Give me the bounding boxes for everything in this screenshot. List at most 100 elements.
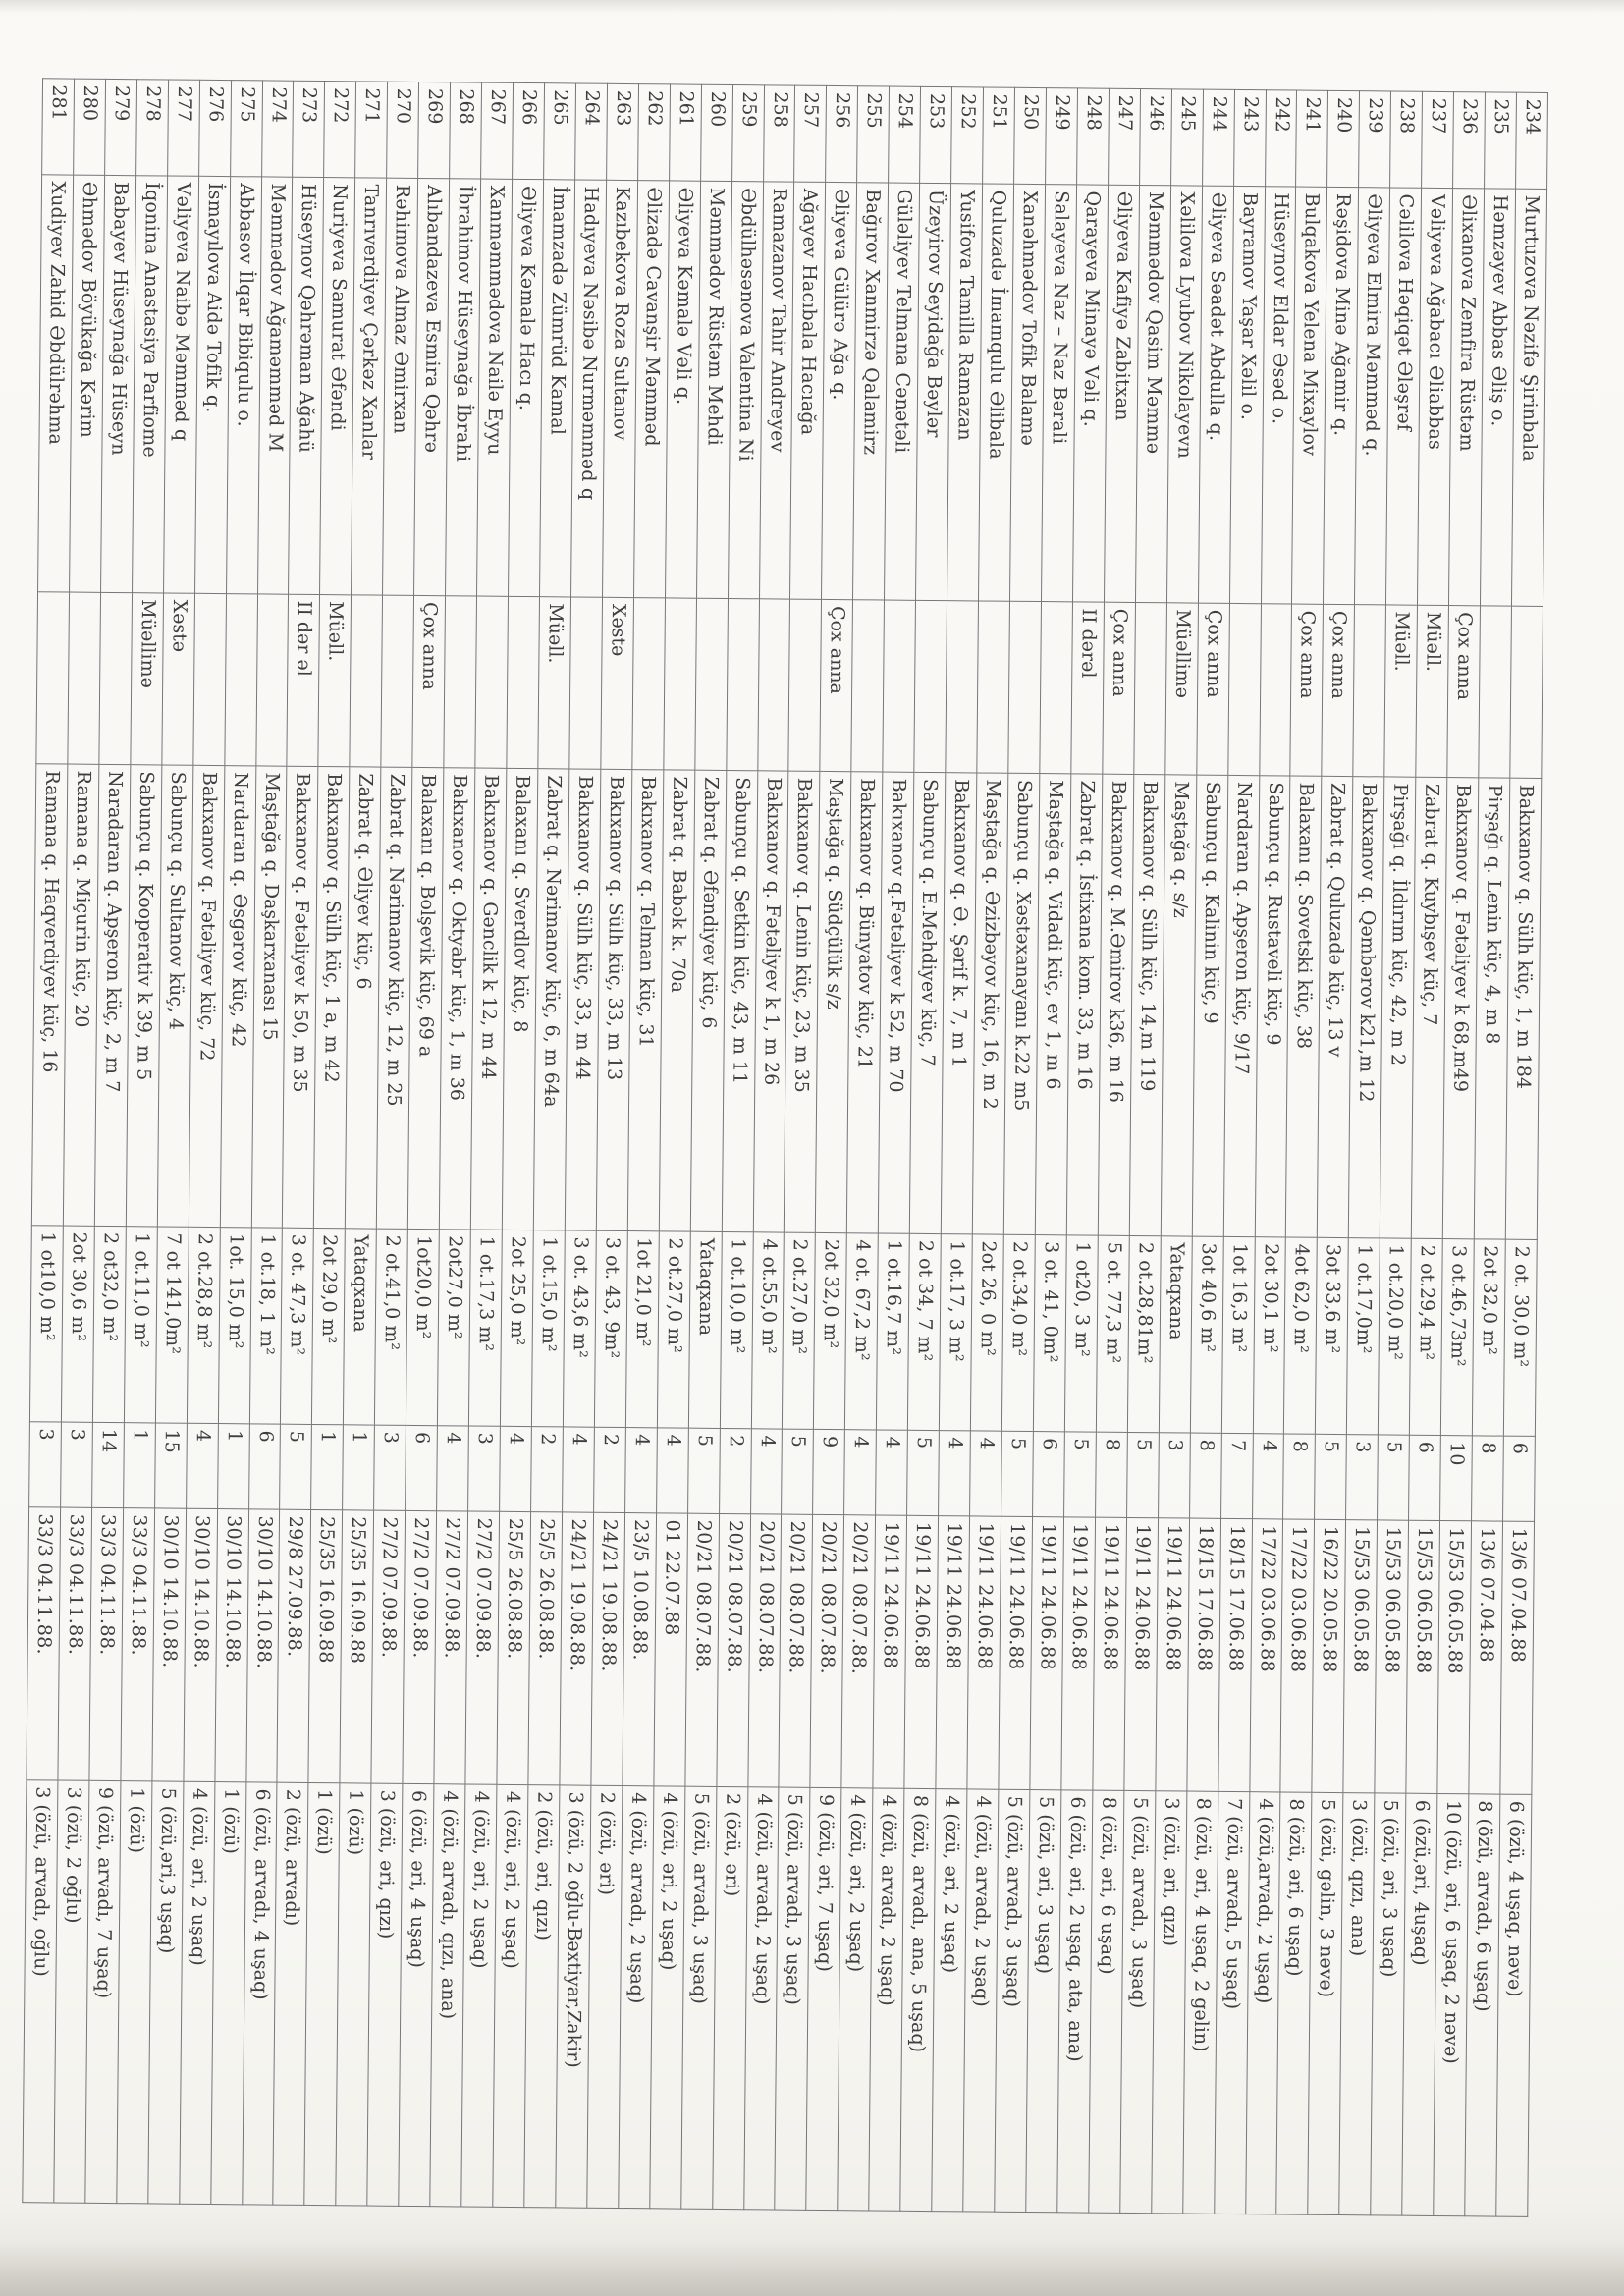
cell-status-note [506,596,540,769]
cell-address: Naradaran q. Apşeron küç, 2, m 7 [94,764,131,1227]
cell-rooms-area: 5 ot. 77,3 m² [1096,1235,1130,1433]
cell-family-composition: 8 (özü, əri, 6 uşaq) [1088,1790,1124,2214]
cell-row-number: 268 [449,82,482,180]
cell-row-number: 264 [574,82,608,181]
cell-family-composition: 4 (özü,arvadı, 2 uşaq) [1245,1791,1281,2214]
cell-person-name: Güləliyev Telmana Cənətəli [884,183,920,601]
cell-row-number: 266 [512,82,545,180]
cell-address: Bakıxanov q. Fətəliyev küç, 72 [189,765,225,1228]
cell-status-note [1478,605,1512,779]
cell-row-number: 261 [669,83,702,182]
cell-registration-date: 19/11 24.06.88 [1060,1516,1096,1791]
cell-status-note: Çox anna [1196,603,1230,776]
cell-person-name: Vəliyeva Naibə Məmməd q [163,176,199,594]
cell-row-number: 269 [417,82,451,179]
cell-status-note [976,600,1010,774]
cell-person-name: Rəhimova Almaz Əmirxan [382,178,418,596]
cell-rooms-area: 1 ot.17,0m² [1346,1237,1380,1435]
cell-row-number: 258 [763,84,796,183]
cell-person-name: Abbasov İlqar Bibiqulu o. [226,176,262,594]
cell-registration-date: 24/21 19.08.88. [590,1512,625,1786]
cell-family-composition: 3 (özü, qızı, ana) [1339,1792,1376,2215]
cell-family-composition: 3 (özü, arvadı, oğlu) [22,1779,58,2203]
cell-rooms-area: 1 ot.20,0 m² [1378,1237,1412,1436]
cell-address: Maştağa q. s/z [1161,774,1197,1237]
cell-status-note [474,596,509,769]
cell-rooms-area: 1 ot10,0 m² [29,1225,64,1423]
cell-rooms-area: 2 ot 34, 7 m² [907,1233,942,1431]
cell-member-count: 2 [719,1428,751,1514]
cell-row-number: 255 [856,85,890,184]
cell-rooms-area: 3 ot.46,73m² [1440,1238,1475,1436]
cell-row-number: 234 [1515,92,1548,190]
cell-row-number: 279 [104,79,137,176]
cell-member-count: 8 [1471,1435,1504,1522]
cell-family-composition: 5 (özü, əri, 3 uşaq) [1371,1792,1407,2216]
cell-status-note [35,591,70,765]
cell-family-composition: 1 (özü) [210,1781,246,2205]
cell-rooms-area: 3 ot. 43, 9m² [594,1230,628,1428]
cell-rooms-area: 2 ot.34,0 m² [1001,1234,1036,1432]
cell-registration-date: 20/21 08.07.88. [747,1513,783,1788]
cell-member-count: 1 [123,1422,156,1508]
cell-registration-date: 19/11 24.06.88 [904,1515,939,1789]
cell-row-number: 248 [1076,87,1110,186]
cell-family-composition: 8 (özü, əri, 4 uşaq, 2 gəlin) [1182,1791,1218,2214]
cell-person-name: Məmmədov Rüstəm Mehdi [696,181,732,599]
cell-status-note [757,598,791,772]
cell-person-name: Əhmədov Böyükağa Kərim [69,175,105,593]
cell-rooms-area: 3 ot. 43,6 m² [563,1230,597,1428]
cell-member-count: 4 [186,1423,219,1509]
cell-status-note: Çox anna [1322,604,1355,777]
cell-registration-date: 33/3 04.11.88. [120,1507,155,1781]
cell-registration-date: 24/21 19.08.88. [559,1511,594,1786]
cell-registration-date: 30/10 14.10.88. [214,1508,249,1782]
cell-family-composition: 6 (özü, əri, 2 uşaq, ata, ana) [1056,1789,1093,2214]
cell-member-count: 3 [60,1422,93,1508]
cell-family-composition: 5 (özü,əri,3 uşaq) [147,1780,184,2205]
cell-family-composition: 4 (özü, arvadı, qızı, ana) [429,1783,466,2207]
cell-row-number: 244 [1202,89,1235,187]
cell-row-number: 245 [1170,88,1204,187]
cell-row-number: 257 [794,85,827,183]
cell-address: Sabunçu q. Xəstəxanayanı k.22 m5 [1003,773,1040,1235]
cell-family-composition: 4 (özü, əri, 2 uşaq) [492,1784,528,2208]
cell-registration-date: 25/35 16.09.88 [340,1509,374,1784]
cell-family-composition: 4 (özü, arvadı, 2 uşaq) [869,1787,905,2212]
cell-person-name: Əliyeva Səadət Abdulla q. [1198,186,1234,604]
cell-status-note [1007,601,1042,774]
cell-status-note: Müəll. [1416,605,1449,778]
cell-address: Zabrat q. Kuybışev küç, 7 [1411,777,1447,1239]
cell-status-note [1133,602,1167,775]
cell-row-number: 271 [354,81,388,179]
cell-rooms-area: 2 ot.29,4 m² [1409,1238,1443,1436]
cell-rooms-area: 2ot 25,0 m² [500,1230,534,1427]
cell-status-note [946,600,979,773]
cell-person-name: Qarayeva Minayə Vəli q. [1072,184,1109,603]
cell-status-note [883,600,916,773]
cell-address: Bakıxanov q. Fətəliyev k 68,m49 [1442,777,1479,1239]
cell-address: Zabrat q. Babək k. 70a [659,769,695,1232]
cell-rooms-area: Yataqxana [688,1231,722,1429]
cell-address: Zabrat q. Quluzadə küç, 13 v [1317,776,1354,1238]
cell-rooms-area: 3 ot. 41, 0m² [1033,1234,1067,1432]
cell-family-composition: 5 (özü, arvadı, 3 uşaq) [994,1789,1030,2213]
cell-rooms-area: 1ot 21,0 m² [625,1230,660,1428]
cell-family-composition: 8 (özü, arvadı, 6 uşaq) [1464,1793,1500,2217]
cell-row-number: 273 [293,81,325,178]
cell-row-number: 253 [919,86,952,184]
cell-rooms-area: 2ot27,0 m² [437,1229,471,1427]
cell-rooms-area: 4ot 62,0 m² [1283,1236,1318,1435]
cell-rooms-area: 2 ot. 30,0 m² [1503,1239,1538,1437]
cell-member-count: 8 [1283,1433,1316,1520]
cell-registration-date: 27/2 07.09.88. [371,1510,406,1784]
cell-address: Balaxanı q. Bolşevik küç, 69 a [407,767,445,1230]
cell-member-count: 6 [1502,1436,1536,1522]
cell-row-number: 275 [230,80,263,177]
cell-row-number: 256 [826,85,858,183]
cell-person-name: Əliyeva Kəmalə Vəli q. [665,180,701,599]
housing-queue-table: 234 Murtuzova Nəzifə Şirinbala Bakıxanov… [22,78,1548,2217]
cell-family-composition: 8 (özü, əri, 6 uşaq) [1276,1791,1313,2215]
cell-member-count: 4 [436,1425,469,1512]
cell-rooms-area: 1 ot.17,3 m² [468,1230,503,1427]
